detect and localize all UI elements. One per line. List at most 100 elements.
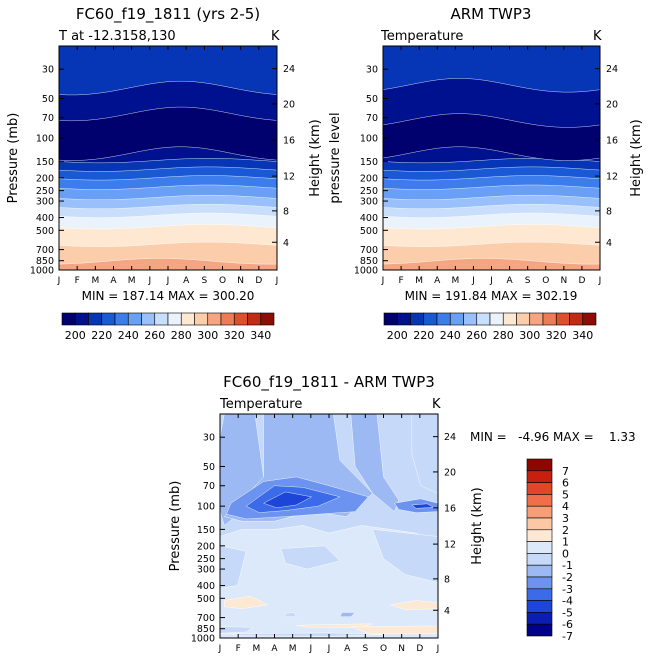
colorbar-swatch — [526, 612, 553, 625]
panel-diff: FC60_f19_1811 - ARM TWP3 Temperature K J… — [168, 373, 636, 654]
y2-tick-label: 4 — [444, 606, 450, 617]
colorbar-swatch — [526, 517, 553, 531]
x-tick-label: A — [271, 644, 278, 654]
x-tick-label: J — [436, 644, 440, 654]
colorbar-swatch — [502, 312, 517, 326]
y2-tick-label: 24 — [283, 64, 295, 75]
y2-tick-label: 8 — [444, 574, 450, 585]
y-tick-label: 850 — [36, 256, 54, 267]
panel-model-ylabel: Pressure (mb) — [6, 113, 21, 204]
colorbar-swatch — [582, 312, 597, 326]
y-tick-label: 1000 — [354, 266, 378, 277]
temperature-band — [383, 46, 600, 93]
colorbar-label: 4 — [562, 500, 569, 513]
colorbar-swatch — [141, 312, 156, 326]
colorbar-label: 300 — [519, 329, 540, 342]
colorbar-swatch — [194, 312, 209, 326]
colorbar-label: 320 — [224, 329, 245, 342]
colorbar-label: 260 — [466, 329, 487, 342]
colorbar-label: 280 — [493, 329, 514, 342]
x-tick-label: M — [252, 644, 260, 654]
panel-model-title: FC60_f19_1811 (yrs 2-5) — [76, 5, 260, 24]
x-tick-label: F — [236, 644, 241, 654]
colorbar-swatch — [101, 312, 116, 326]
colorbar-swatch — [526, 541, 553, 554]
colorbar-label: 220 — [413, 329, 434, 342]
y2-tick-label: 16 — [606, 135, 618, 146]
y2-tick-label: 12 — [444, 540, 456, 551]
y-tick-label: 150 — [360, 157, 378, 168]
panel-diff-stats: MIN = -4.96 MAX = 1.33 — [470, 430, 636, 444]
y-tick-label: 50 — [42, 94, 54, 105]
x-tick-label: D — [578, 276, 585, 286]
colorbar-label: -1 — [562, 559, 573, 572]
colorbar-label: -7 — [562, 630, 573, 643]
y-tick-label: 500 — [197, 594, 215, 605]
colorbar-swatch — [167, 312, 182, 326]
y2-tick-label: 12 — [283, 172, 295, 183]
panel-model-colorbar: 200 220 240 260 280 300 320 340 — [61, 312, 275, 342]
panel-obs-y2label: Height (km) — [629, 119, 644, 196]
colorbar-swatch — [526, 564, 553, 578]
y-tick-label: 30 — [203, 433, 215, 444]
x-tick-label: O — [219, 276, 226, 286]
y-tick-label: 100 — [360, 134, 378, 145]
y2-tick-label: 4 — [606, 238, 612, 249]
y-tick-label: 100 — [197, 502, 215, 513]
colorbar-label: 240 — [440, 329, 461, 342]
y2-tick-label: 12 — [606, 172, 618, 183]
colorbar-swatch — [74, 312, 89, 326]
panel-model: FC60_f19_1811 (yrs 2-5) T at -12.3158,13… — [6, 5, 323, 342]
y-tick-label: 1000 — [30, 266, 54, 277]
panel-diff-ylabel: Pressure (mb) — [168, 481, 183, 572]
panel-diff-subtitle: Temperature — [219, 397, 302, 412]
colorbar-swatch — [526, 505, 553, 519]
x-tick-label: J — [489, 276, 493, 286]
colorbar-swatch — [555, 312, 570, 326]
y2-tick-label: 4 — [283, 238, 289, 249]
colorbar-label: 280 — [171, 329, 192, 342]
colorbar-swatch — [526, 600, 553, 613]
colorbar-swatch — [449, 312, 464, 326]
colorbar-label: 200 — [65, 329, 86, 342]
colorbar-label: 2 — [562, 524, 569, 537]
panel-model-subtitle: T at -12.3158,130 — [58, 29, 176, 44]
x-tick-label: J — [218, 644, 222, 654]
y-tick-label: 200 — [360, 173, 378, 184]
y-tick-label: 1000 — [191, 634, 215, 645]
colorbar-swatch — [423, 312, 438, 326]
panel-obs-stats: MIN = 191.84 MAX = 302.19 — [405, 289, 578, 303]
x-tick-label: F — [398, 276, 403, 286]
y2-tick-label: 8 — [606, 206, 612, 217]
colorbar-swatch — [526, 553, 553, 566]
y-tick-label: 700 — [360, 245, 378, 256]
colorbar-swatch — [489, 312, 504, 326]
y-tick-label: 200 — [197, 541, 215, 552]
diff-region — [339, 612, 356, 617]
colorbar-label: 1 — [562, 536, 569, 549]
diff-region — [230, 632, 384, 637]
x-tick-label: J — [148, 276, 152, 286]
colorbar-label: 5 — [562, 488, 569, 501]
x-tick-label: N — [398, 644, 405, 654]
diff-region — [411, 414, 438, 494]
panel-diff-units: K — [432, 397, 441, 412]
panel-obs-title: ARM TWP3 — [451, 5, 532, 23]
colorbar-swatch — [526, 623, 553, 637]
x-tick-label: S — [362, 644, 368, 654]
colorbar-label: 220 — [91, 329, 112, 342]
y-tick-label: 850 — [360, 256, 378, 267]
y2-tick-label: 20 — [283, 99, 295, 110]
diff-region — [263, 491, 313, 509]
x-tick-label: O — [542, 276, 549, 286]
panel-diff-y2label: Height (km) — [470, 487, 485, 564]
y-tick-label: 150 — [197, 525, 215, 536]
panel-diff-field — [220, 414, 438, 638]
y-tick-label: 250 — [360, 186, 378, 197]
y-tick-label: 500 — [36, 226, 54, 237]
panel-obs-field — [383, 46, 600, 270]
x-tick-label: S — [201, 276, 207, 286]
